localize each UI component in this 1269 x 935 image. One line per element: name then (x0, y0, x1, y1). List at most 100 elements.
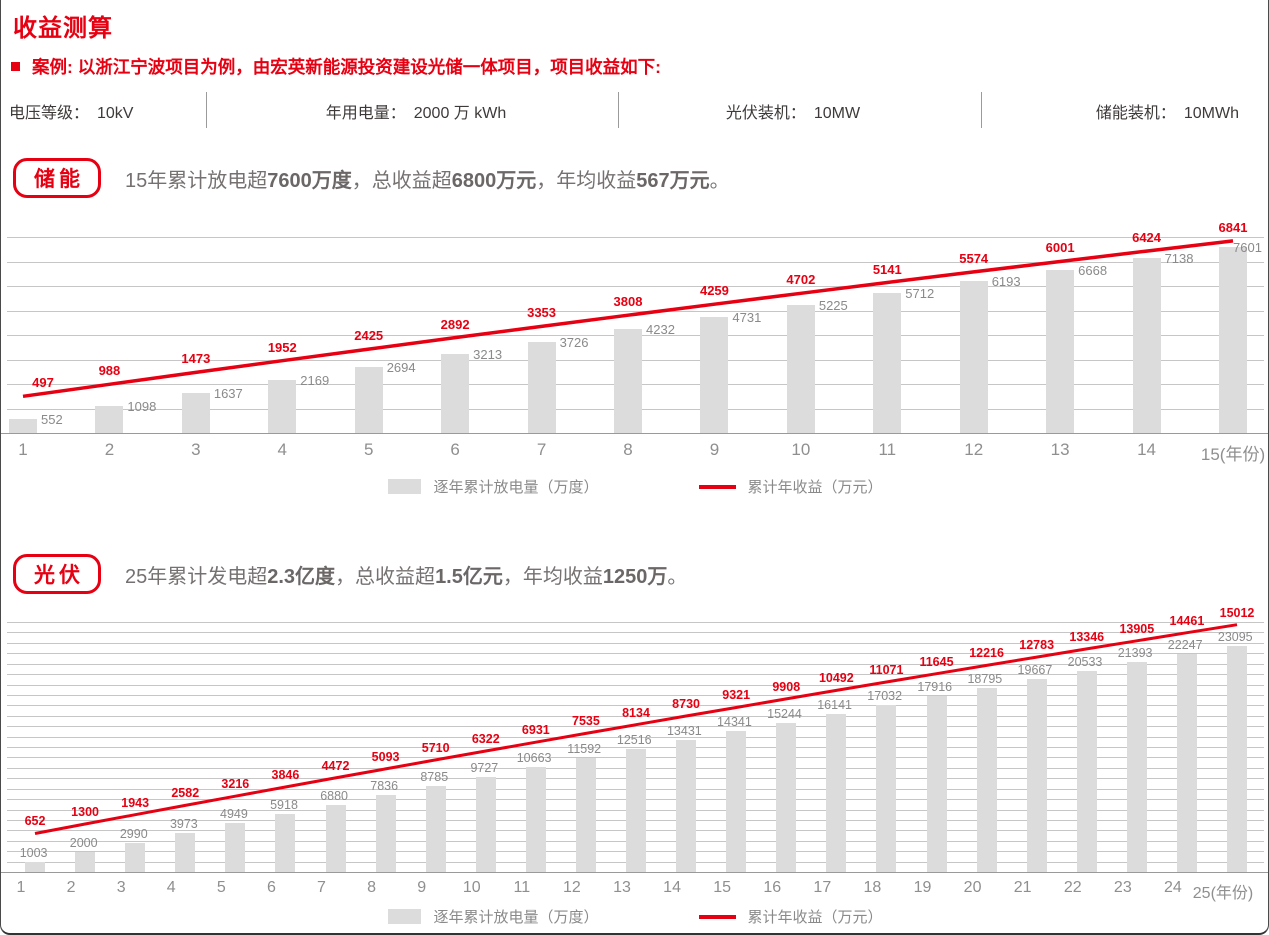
line-value-label: 5141 (872, 261, 902, 277)
x-tick-label: 10 (791, 440, 811, 459)
line-value-label: 4472 (321, 758, 350, 773)
bar-value-label: 7138 (1164, 251, 1194, 267)
line-swatch-icon (698, 914, 736, 919)
bar-value-label: 7601 (1233, 239, 1262, 255)
bar (1026, 679, 1047, 872)
bar-value-label: 5225 (818, 297, 848, 313)
summary-segment: ，年均收益 (536, 169, 637, 192)
line-value-label: 1473 (181, 351, 211, 367)
bar-value-label: 14341 (717, 715, 752, 730)
bar (441, 354, 470, 433)
bar (525, 767, 546, 872)
bar-value-label: 2169 (300, 372, 330, 388)
bar-value-label: 11592 (567, 742, 602, 757)
bar (826, 713, 847, 872)
storage-chart: 552 1098 1637 2169 2694 3213 3726 4232 4731 5225 5… (1, 220, 1268, 464)
x-tick-label: 23 (1113, 879, 1132, 896)
spec-item-1: 电压等级： 10kV (9, 105, 134, 122)
legend-item-line: 累计年收益（万元） (698, 906, 883, 927)
summary-segment: 。 (709, 169, 730, 192)
spec-item-2: 年用电量： 2000 万 kWh (325, 105, 507, 122)
x-axis-line (1, 872, 1268, 873)
x-tick-label: 6 (450, 440, 460, 459)
bar-value-label: 17032 (867, 689, 903, 704)
spec-bar: 电压等级： 10kV 年用电量： 2000 万 kWh 光伏装机： 10MW 储能装机… (1, 90, 1268, 132)
legend-line-label: 累计年收益（万元） (747, 909, 883, 926)
bar-value-label: 4731 (732, 310, 762, 326)
line-value-label: 1943 (121, 795, 150, 810)
bar (976, 687, 997, 872)
line-value-label: 13905 (1119, 621, 1155, 636)
bar-value-label: 12516 (616, 733, 652, 748)
summary-segment: 。 (667, 565, 688, 588)
x-tick-label: 4 (166, 879, 176, 896)
x-tick-label: 15 (713, 879, 732, 896)
bar (676, 740, 697, 872)
x-tick-label: 12 (964, 440, 984, 459)
bar (375, 795, 396, 872)
spec-item-3: 光伏装机： 10MW (725, 105, 861, 122)
bar (527, 341, 556, 433)
bar-value-label: 21393 (1117, 646, 1153, 661)
x-tick-label: 13 (1050, 440, 1070, 459)
legend-bar-label: 逐年累计放电量（万度） (433, 479, 599, 496)
grid-line (7, 310, 1264, 312)
bar-value-label: 13431 (666, 724, 702, 739)
summary-segment: 6800万元 (451, 169, 537, 192)
page-title: 收益测算 (13, 15, 113, 42)
line-value-label: 6841 (1218, 219, 1248, 235)
line-value-label: 2425 (354, 328, 384, 344)
bar-swatch-icon (388, 909, 422, 924)
line-value-label: 5574 (959, 250, 989, 266)
bar-value-label: 3213 (473, 347, 503, 363)
bar-value-label: 1637 (213, 385, 243, 401)
grid-line (7, 726, 1264, 728)
bar-value-label: 9727 (470, 760, 499, 775)
grid-line (7, 684, 1264, 686)
bar (873, 293, 902, 433)
x-tick-label: 9 (709, 440, 720, 459)
summary-segment: 1250万 (602, 565, 668, 588)
bar (9, 419, 37, 433)
legend-bar-label: 逐年累计放电量（万度） (433, 909, 599, 926)
x-tick-label: 20 (963, 879, 982, 896)
grid-line (7, 261, 1264, 263)
legend-item-line: 累计年收益（万元） (698, 476, 883, 497)
pv-summary: 25年累计发电超2.3亿度，总收益超1.5亿元，年均收益1250万。 (125, 560, 687, 589)
bar (626, 749, 646, 872)
bullet-square-icon (11, 62, 20, 71)
storage-summary: 15年累计放电超7600万度，总收益超6800万元，年均收益567万元。 (125, 164, 730, 193)
pv-badge: 光伏 (13, 554, 101, 594)
bar (1046, 269, 1075, 433)
grid-line (7, 286, 1264, 287)
spec-divider-3 (981, 92, 982, 128)
grid-line (7, 694, 1264, 696)
bar-value-label: 2694 (386, 359, 416, 375)
x-axis-line (1, 433, 1268, 434)
line-value-label: 1952 (267, 339, 297, 355)
bar-value-label: 16141 (817, 697, 852, 712)
x-tick-label: 8 (367, 879, 377, 896)
storage-section-header: 储能 15年累计放电超7600万度，总收益超6800万元，年均收益567万元。 (13, 155, 1268, 201)
x-tick-label: 19 (913, 879, 932, 896)
x-tick-label: 3 (191, 440, 201, 459)
bar (125, 842, 146, 872)
grid-line (7, 237, 1264, 238)
bar-value-label: 6668 (1078, 262, 1108, 278)
case-note-text: 案例: 以浙江宁波项目为例，由宏英新能源投资建设光储一体项目，项目收益如下: (32, 57, 662, 77)
storage-badge: 储能 (13, 158, 101, 198)
x-tick-label: 7 (317, 879, 326, 896)
spec-divider-1 (206, 92, 207, 128)
summary-segment: ，总收益超 (351, 169, 452, 192)
legend-line-label: 累计年收益（万元） (747, 479, 883, 496)
bar (425, 785, 446, 872)
bar-value-label: 1098 (127, 399, 157, 415)
summary-segment: 1.5亿元 (435, 565, 503, 588)
line-value-label: 12783 (1019, 638, 1055, 653)
x-tick-label: 14 (1137, 440, 1157, 459)
spec-divider-2 (618, 92, 619, 128)
pv-chart-legend: 逐年累计放电量（万度） 累计年收益（万元） (1, 906, 1268, 927)
x-tick-label: 17 (813, 879, 832, 896)
summary-segment: ，年均收益 (502, 565, 603, 588)
